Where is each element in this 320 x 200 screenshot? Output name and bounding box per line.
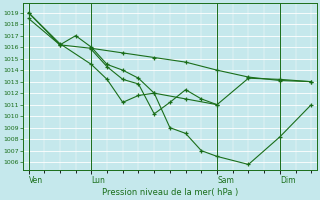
X-axis label: Pression niveau de la mer( hPa ): Pression niveau de la mer( hPa ) [102, 188, 238, 197]
